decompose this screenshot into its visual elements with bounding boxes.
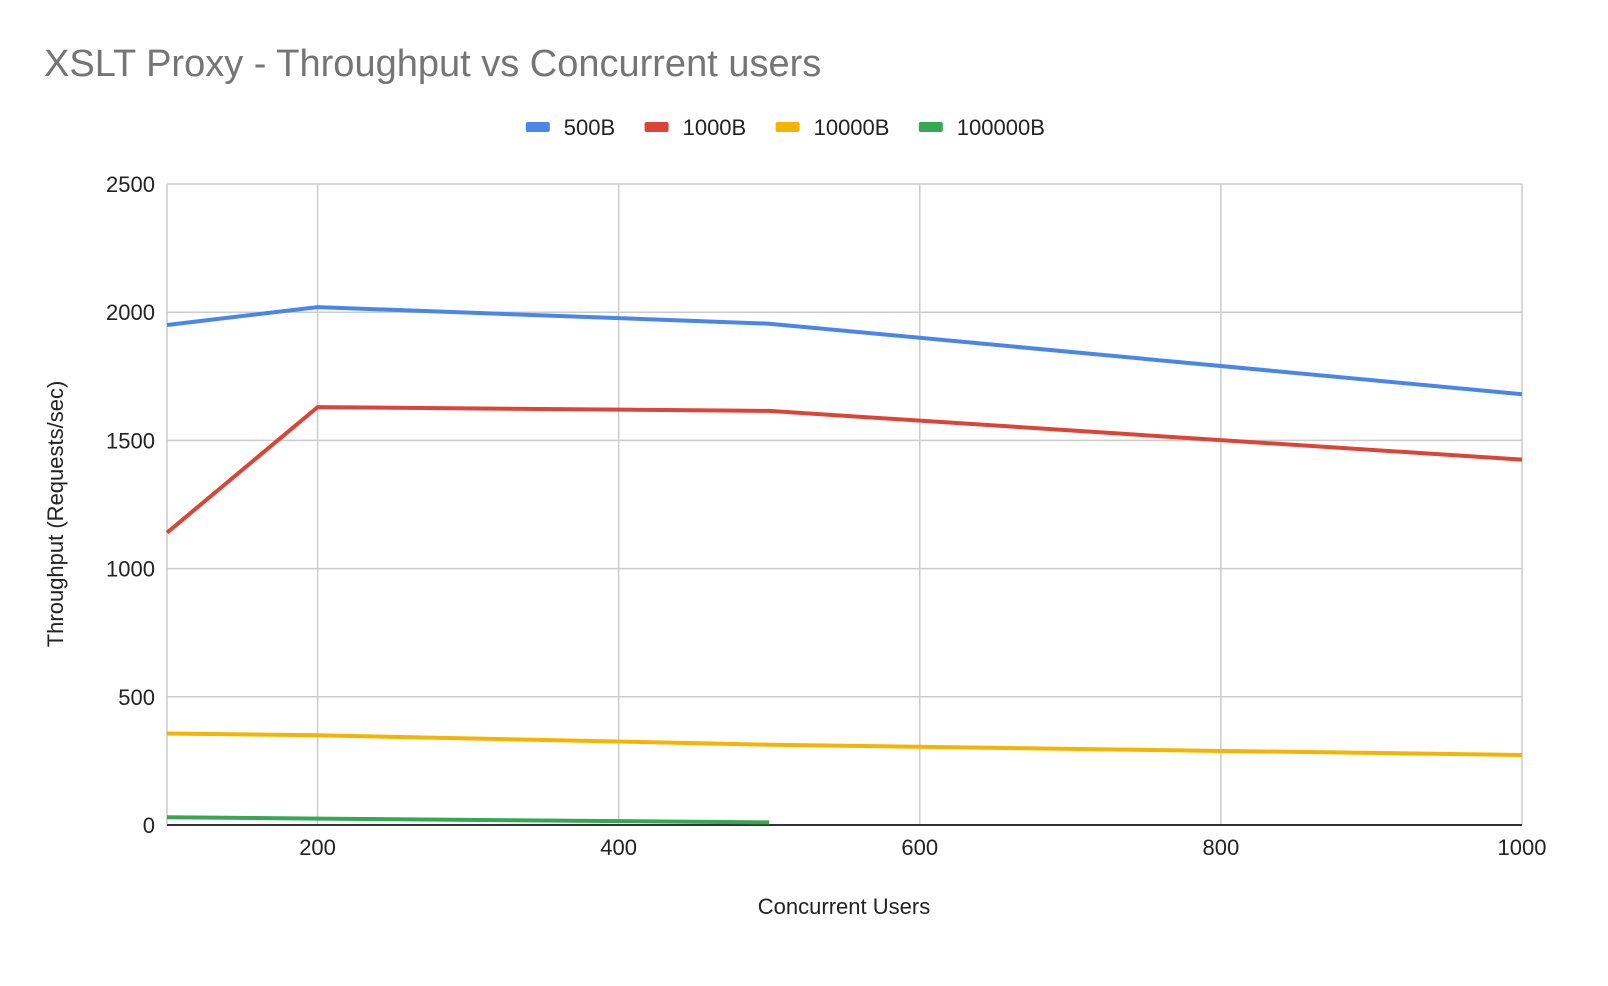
legend: 500B 1000B 10000B 100000B — [525, 115, 1045, 140]
legend-item-10000B: 10000B — [775, 115, 890, 140]
series-line-500B — [166, 305, 1523, 397]
x-axis-title: Concurrent Users — [758, 894, 930, 919]
y-axis-ticks: 0 500 1000 1500 2000 2500 — [106, 172, 155, 838]
series-lines — [165, 305, 1523, 825]
x-tick-label: 800 — [1203, 835, 1240, 860]
x-tick-label: 200 — [299, 835, 336, 860]
series-line-10000B — [166, 731, 1523, 757]
y-tick-label: 500 — [118, 685, 155, 710]
series-line-100000B — [166, 815, 770, 825]
legend-item-1000B: 1000B — [644, 115, 747, 140]
legend-label: 100000B — [957, 115, 1045, 140]
legend-swatch — [918, 122, 943, 132]
legend-swatch — [775, 122, 800, 132]
y-axis-title: Throughput (Requests/sec) — [43, 381, 68, 648]
x-tick-label: 400 — [600, 835, 637, 860]
legend-swatch — [644, 122, 669, 132]
x-axis-ticks: 200 400 600 800 1000 — [299, 835, 1546, 860]
x-tick-label: 1000 — [1498, 835, 1547, 860]
y-tick-label: 2000 — [106, 300, 155, 325]
legend-label: 1000B — [683, 115, 747, 140]
legend-label: 500B — [564, 115, 615, 140]
legend-label: 10000B — [814, 115, 890, 140]
series-line-1000B — [165, 405, 1523, 535]
grid — [166, 183, 1523, 826]
x-tick-label: 600 — [901, 835, 938, 860]
chart-title: XSLT Proxy - Throughput vs Concurrent us… — [44, 43, 821, 85]
legend-item-500B: 500B — [525, 115, 615, 140]
y-tick-label: 1000 — [106, 557, 155, 582]
legend-swatch — [525, 122, 550, 132]
legend-item-100000B: 100000B — [918, 115, 1045, 140]
y-tick-label: 1500 — [106, 428, 155, 453]
y-tick-label: 2500 — [106, 172, 155, 197]
y-tick-label: 0 — [143, 813, 155, 838]
